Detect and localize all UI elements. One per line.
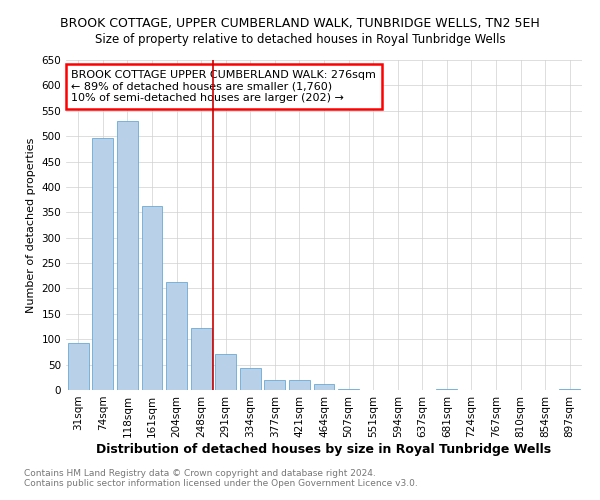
Bar [117, 121, 138, 390]
Bar [92, 138, 113, 390]
Bar [68, 343, 89, 390]
Text: Contains HM Land Registry data © Crown copyright and database right 2024.: Contains HM Land Registry data © Crown c… [24, 468, 376, 477]
Bar [215, 354, 236, 390]
Y-axis label: Number of detached properties: Number of detached properties [26, 138, 36, 312]
Text: Distribution of detached houses by size in Royal Tunbridge Wells: Distribution of detached houses by size … [97, 442, 551, 456]
Text: BROOK COTTAGE, UPPER CUMBERLAND WALK, TUNBRIDGE WELLS, TN2 5EH: BROOK COTTAGE, UPPER CUMBERLAND WALK, TU… [60, 18, 540, 30]
Text: BROOK COTTAGE UPPER CUMBERLAND WALK: 276sqm
← 89% of detached houses are smaller: BROOK COTTAGE UPPER CUMBERLAND WALK: 276… [71, 70, 376, 103]
Bar [240, 368, 261, 390]
Bar [265, 380, 286, 390]
Bar [289, 380, 310, 390]
Bar [191, 328, 212, 390]
Text: Size of property relative to detached houses in Royal Tunbridge Wells: Size of property relative to detached ho… [95, 32, 505, 46]
Text: Contains public sector information licensed under the Open Government Licence v3: Contains public sector information licen… [24, 478, 418, 488]
Bar [166, 282, 187, 390]
Bar [142, 206, 163, 390]
Bar [314, 384, 334, 390]
